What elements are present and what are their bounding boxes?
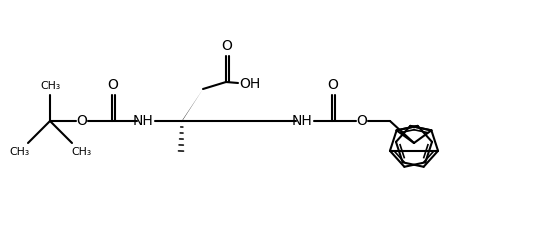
Text: CH₃: CH₃ xyxy=(9,147,29,157)
Text: O: O xyxy=(328,78,338,92)
Text: NH: NH xyxy=(292,114,313,128)
Text: O: O xyxy=(77,114,87,128)
Text: O: O xyxy=(108,78,119,92)
Text: OH: OH xyxy=(239,77,261,91)
Text: CH₃: CH₃ xyxy=(40,81,60,91)
Text: NH: NH xyxy=(133,114,154,128)
Polygon shape xyxy=(181,89,203,123)
Text: CH₃: CH₃ xyxy=(71,147,91,157)
Text: O: O xyxy=(222,39,232,53)
Text: O: O xyxy=(357,114,368,128)
